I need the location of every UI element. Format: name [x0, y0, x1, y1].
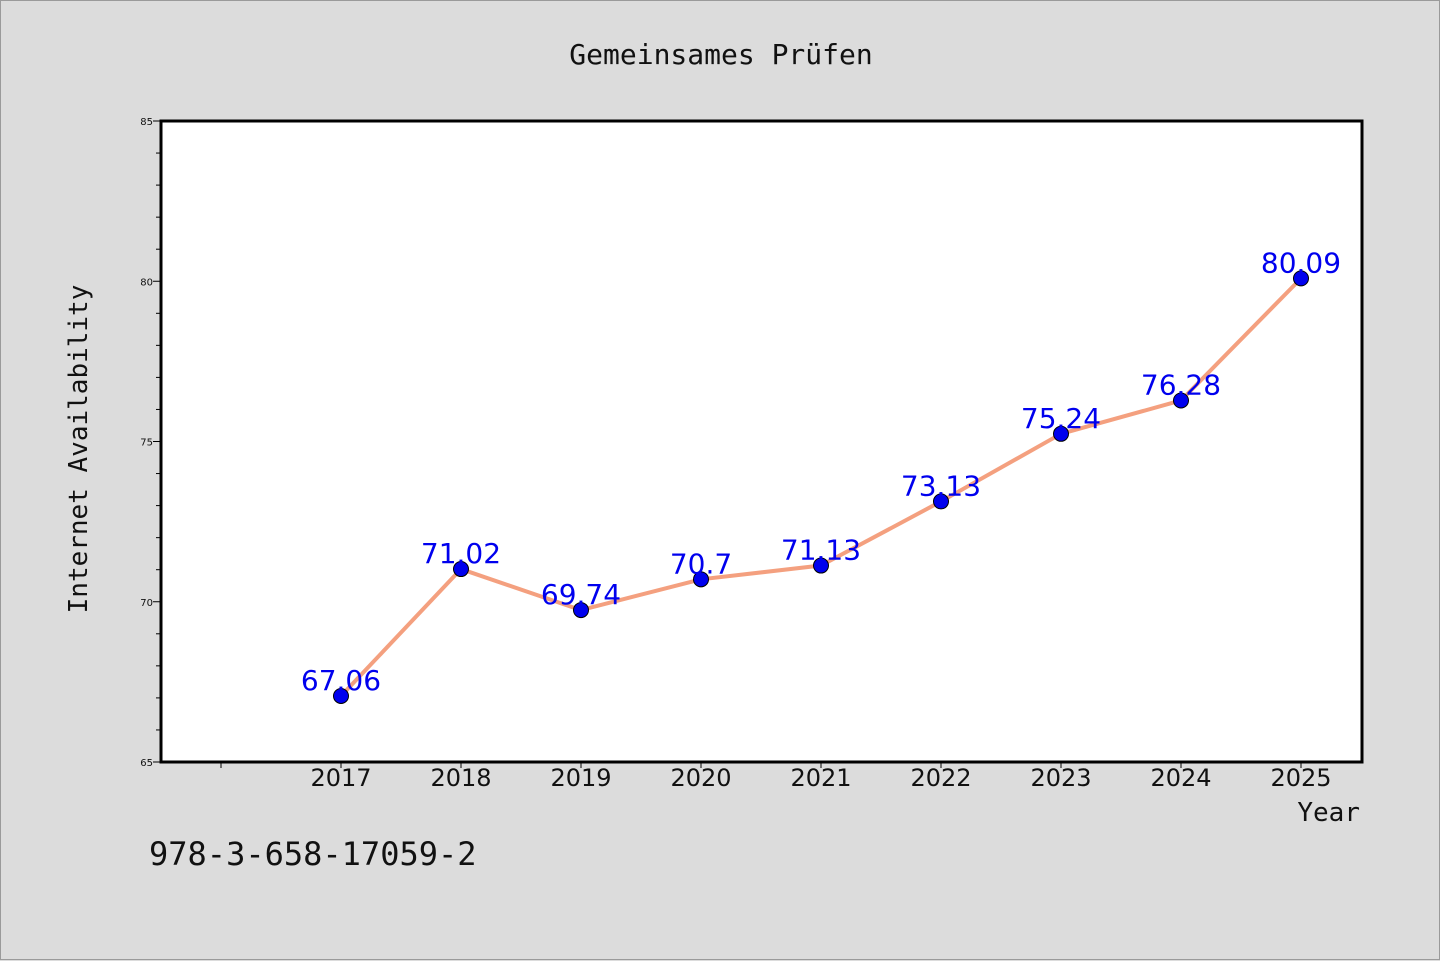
y-tick-label: 85 [140, 117, 153, 128]
data-label: 80.09 [1261, 246, 1341, 279]
x-tick-label: 2019 [550, 764, 611, 792]
x-tick-label: 2021 [790, 764, 851, 792]
x-tick-label: 2017 [310, 764, 371, 792]
x-tick-label: 2020 [670, 764, 731, 792]
x-tick-label: 2022 [910, 764, 971, 792]
x-axis-label: Year [1297, 798, 1360, 828]
data-label: 71.13 [781, 534, 861, 567]
chart-title: Gemeinsames Prüfen [569, 38, 872, 71]
data-label: 76.28 [1141, 368, 1221, 401]
plot-area [159, 119, 1364, 764]
data-label: 67.06 [301, 664, 381, 697]
data-point [933, 493, 949, 510]
data-point [813, 557, 829, 574]
data-point [1173, 392, 1189, 409]
x-tick-label: 2023 [1030, 764, 1091, 792]
data-label: 69.74 [541, 578, 621, 611]
x-axis: 2017 2018 2019 2020 2021 2022 2023 2024 2025 [220, 762, 1332, 792]
data-label: 73.13 [901, 469, 981, 502]
data-label: 75.24 [1021, 402, 1101, 435]
y-tick-label: 75 [140, 438, 153, 449]
x-tick-label: 2025 [1270, 764, 1331, 792]
y-axis: 65 70 75 80 85 [140, 117, 161, 769]
footer-isbn: 978-3-658-17059-2 [149, 835, 477, 873]
x-tick-label: 2024 [1150, 764, 1211, 792]
y-tick-label: 65 [140, 758, 153, 769]
data-point [693, 571, 709, 588]
data-point [573, 602, 589, 619]
series-group: 67.06 71.02 69.74 70.7 71.13 73.13 75.24 76.28 8… [301, 246, 1341, 704]
data-point [1053, 425, 1069, 442]
y-axis-label: Internet Availability [64, 285, 94, 614]
y-tick-label: 70 [140, 598, 153, 609]
data-label: 71.02 [421, 537, 501, 570]
x-tick-label: 2018 [430, 764, 491, 792]
data-label: 70.7 [670, 547, 732, 580]
data-point [333, 687, 349, 704]
y-tick-label: 80 [140, 277, 153, 288]
data-point [453, 561, 469, 578]
data-point [1293, 270, 1309, 287]
